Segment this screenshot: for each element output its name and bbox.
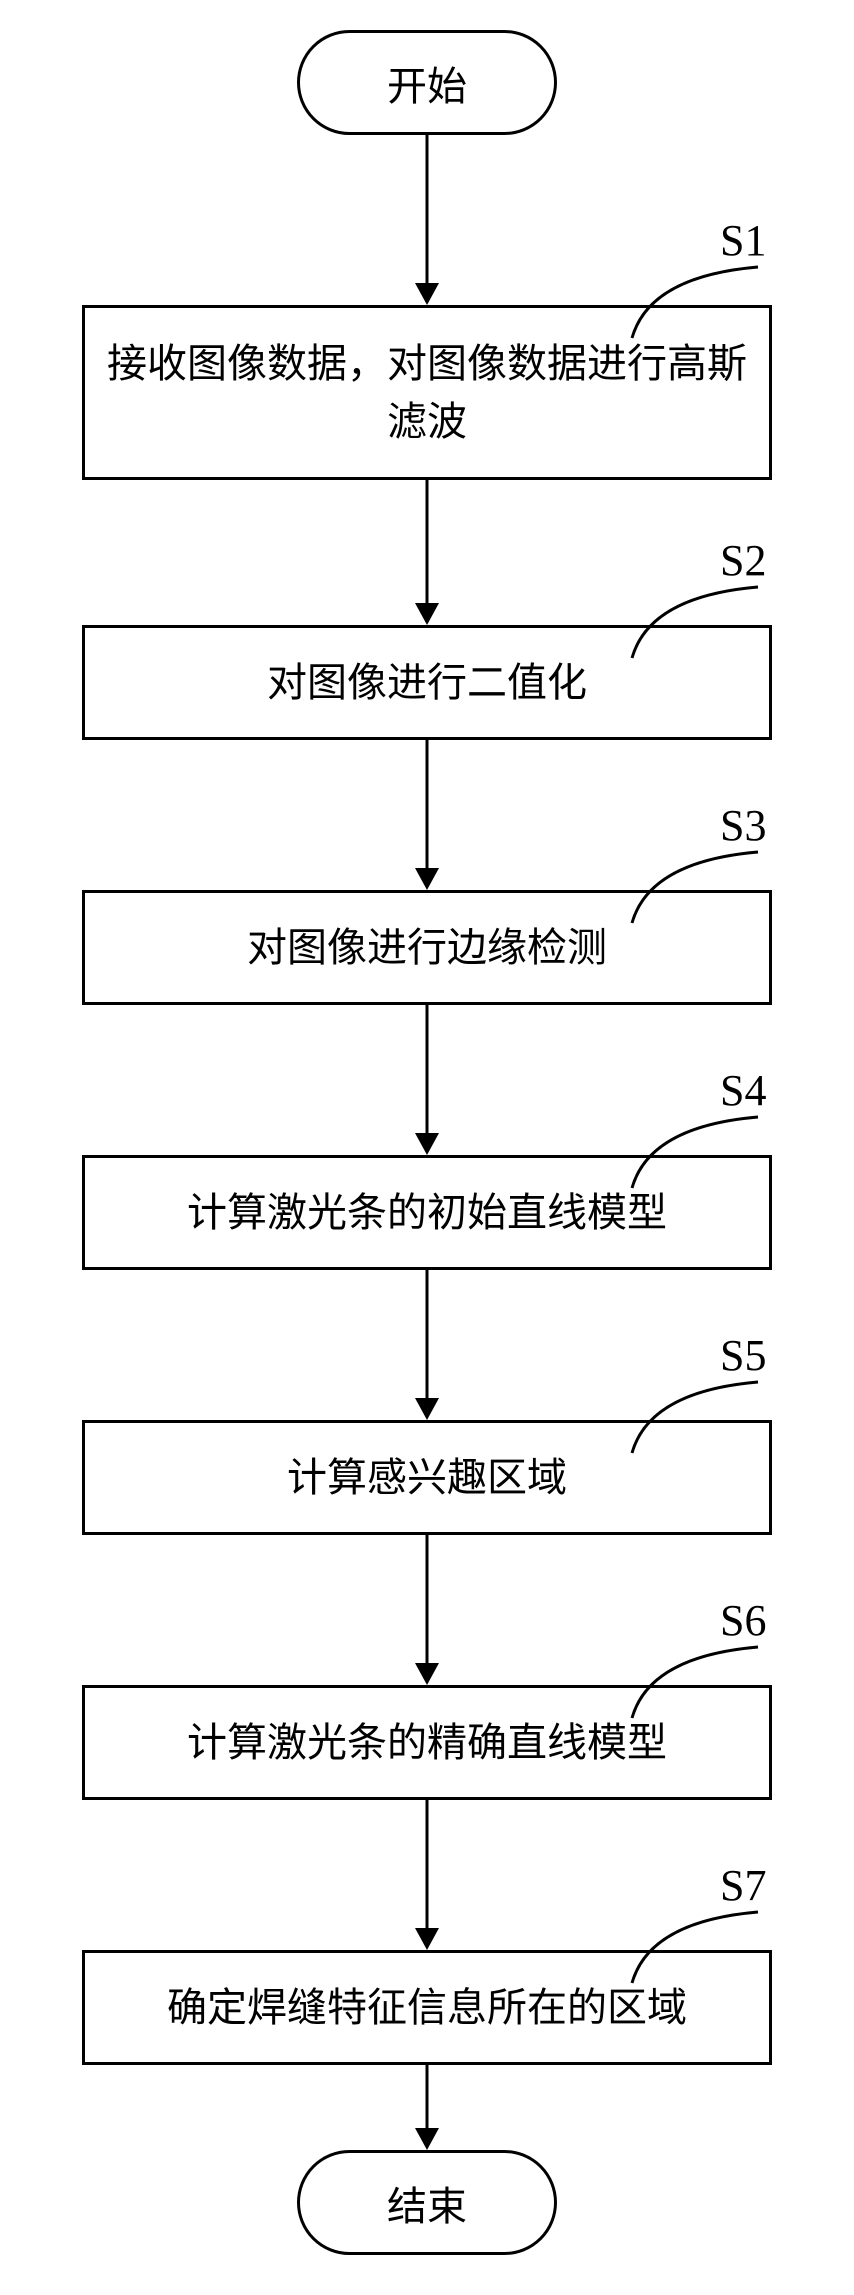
step-label-s2: S2: [720, 535, 766, 586]
leader-s1: [630, 265, 760, 340]
arrow-line-2: [426, 740, 429, 868]
arrow-head-4: [415, 1398, 439, 1420]
step-label-s1: S1: [720, 215, 766, 266]
step-label-s7: S7: [720, 1860, 766, 1911]
step-label-s3: S3: [720, 800, 766, 851]
arrow-line-7: [426, 2065, 429, 2128]
arrow-line-3: [426, 1005, 429, 1133]
leader-s5: [630, 1380, 760, 1455]
step-label-s4: S4: [720, 1065, 766, 1116]
step-text-s7: 确定焊缝特征信息所在的区域: [167, 1979, 687, 2037]
step-label-s5: S5: [720, 1330, 766, 1381]
arrow-head-5: [415, 1663, 439, 1685]
step-text-s1: 接收图像数据，对图像数据进行高斯滤波: [105, 335, 749, 451]
arrow-head-3: [415, 1133, 439, 1155]
step-text-s4: 计算激光条的初始直线模型: [187, 1184, 667, 1242]
step-text-s3: 对图像进行边缘检测: [247, 919, 607, 977]
arrow-head-6: [415, 1928, 439, 1950]
arrow-head-0: [415, 283, 439, 305]
arrow-head-2: [415, 868, 439, 890]
step-text-s5: 计算感兴趣区域: [287, 1449, 567, 1507]
leader-s3: [630, 850, 760, 925]
arrow-line-1: [426, 480, 429, 603]
leader-s6: [630, 1645, 760, 1720]
terminator-start: 开始: [297, 30, 557, 135]
arrow-line-6: [426, 1800, 429, 1928]
terminator-end-text: 结束: [387, 2174, 467, 2232]
step-label-s6: S6: [720, 1595, 766, 1646]
terminator-end: 结束: [297, 2150, 557, 2255]
leader-s2: [630, 585, 760, 660]
leader-s7: [630, 1910, 760, 1985]
arrow-head-7: [415, 2128, 439, 2150]
arrow-line-4: [426, 1270, 429, 1398]
step-text-s6: 计算激光条的精确直线模型: [187, 1714, 667, 1772]
arrow-head-1: [415, 603, 439, 625]
step-text-s2: 对图像进行二值化: [267, 654, 587, 712]
terminator-start-text: 开始: [387, 54, 467, 112]
leader-s4: [630, 1115, 760, 1190]
arrow-line-0: [426, 135, 429, 283]
arrow-line-5: [426, 1535, 429, 1663]
